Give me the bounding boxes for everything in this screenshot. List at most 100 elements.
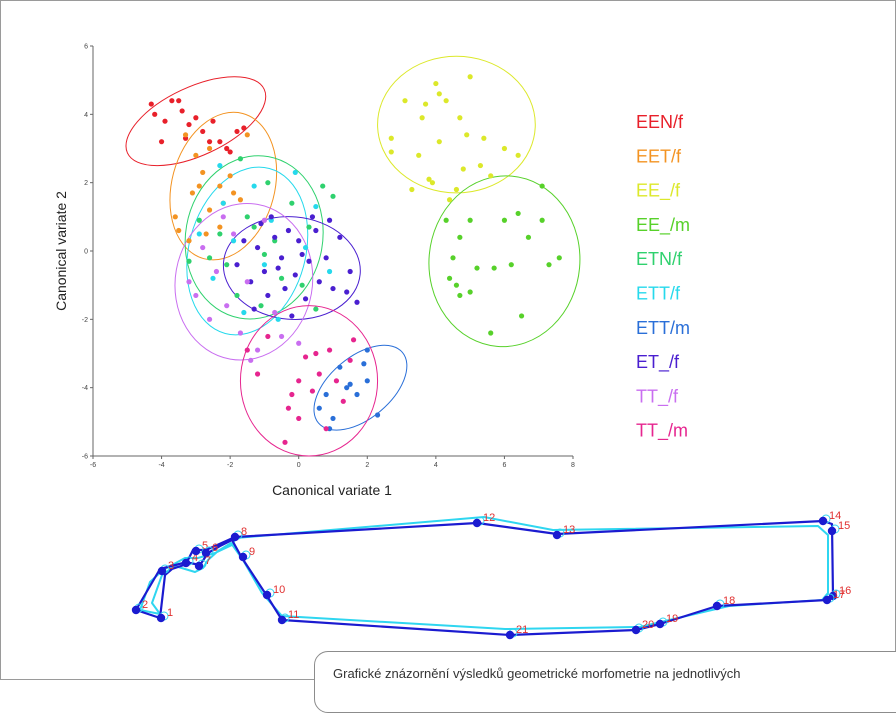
scatter-point xyxy=(272,309,278,316)
scatter-point xyxy=(333,378,340,384)
y-tick-label: 2 xyxy=(84,180,88,187)
ellipse-ttf xyxy=(174,202,314,361)
scatter-point xyxy=(296,378,302,384)
landmark-label: 11 xyxy=(288,609,299,621)
scatter-point xyxy=(409,186,415,193)
scatter-point xyxy=(251,183,257,189)
outline-target-shape xyxy=(135,519,835,637)
scatter-point xyxy=(234,292,240,299)
landmark-point xyxy=(712,601,722,611)
scatter-point xyxy=(350,337,357,343)
scatter-point xyxy=(289,200,295,206)
landmark-point xyxy=(191,546,201,556)
ellipse-etf xyxy=(222,216,361,320)
landmark-point xyxy=(827,526,837,536)
scatter-point xyxy=(203,231,209,237)
landmark-label: 3 xyxy=(168,560,174,572)
scatter-point xyxy=(422,101,429,107)
scatter-point xyxy=(206,139,213,145)
scatter-point xyxy=(196,231,202,237)
scatter-point xyxy=(464,132,470,138)
scatter-point xyxy=(244,347,250,353)
scatter-point xyxy=(433,80,439,87)
y-tick-label: -2 xyxy=(82,317,88,324)
scatter-point xyxy=(275,316,281,322)
scatter-point xyxy=(457,115,463,121)
scatter-point xyxy=(347,381,353,387)
legend: EEN/f EET/f EE_/f EE_/m ETN/f ETT/f ETT/m ET_/f… xyxy=(636,112,690,442)
scatter-point xyxy=(501,145,508,152)
x-axis-title: Canonical variate 1 xyxy=(272,482,392,498)
scatter-point xyxy=(344,385,350,391)
scatter-point xyxy=(265,292,271,299)
outline-mean-shape xyxy=(139,516,829,630)
scatter-point xyxy=(285,227,292,234)
x-tick-label: -6 xyxy=(90,462,96,469)
scatter-point xyxy=(224,262,230,268)
scatter-point xyxy=(265,180,271,186)
scatter-point xyxy=(289,391,295,398)
scatter-point xyxy=(326,268,333,275)
scatter-point xyxy=(326,347,333,353)
scatter-point xyxy=(302,354,309,360)
landmark-label: 6 xyxy=(212,542,218,554)
scatter-point xyxy=(169,98,175,104)
legend-entry: ETT/m xyxy=(636,318,690,338)
scatter-point xyxy=(217,162,223,169)
legend-entry: EE_/m xyxy=(636,215,690,236)
scatter-point xyxy=(313,350,319,357)
ellipse-eef xyxy=(377,55,536,194)
data-points xyxy=(148,74,562,445)
scatter-point xyxy=(388,149,394,155)
legend-entry: ETN/f xyxy=(636,249,683,269)
landmark-label: 4 xyxy=(192,552,198,564)
scatter-point xyxy=(193,152,199,158)
scatter-point xyxy=(508,262,514,268)
scatter-point xyxy=(227,173,233,179)
scatter-point xyxy=(340,398,346,404)
scatter-point xyxy=(467,289,473,295)
scatter-point xyxy=(443,217,449,223)
scatter-point xyxy=(453,186,460,193)
scatter-point xyxy=(282,285,288,292)
scatter-point xyxy=(296,415,302,422)
scatter-point xyxy=(186,279,192,285)
y-tick-label: -6 xyxy=(82,454,88,461)
ellipse-ettf xyxy=(186,166,309,336)
scatter-point xyxy=(186,121,192,128)
landmark-label: 16 xyxy=(839,585,851,597)
scatter-point xyxy=(292,169,298,176)
landmark-point xyxy=(552,530,562,540)
scatter-point xyxy=(416,152,422,158)
scatter-point xyxy=(313,306,319,312)
scatter-point xyxy=(296,340,302,346)
scatter-point xyxy=(244,214,250,220)
scatter-point xyxy=(306,224,312,230)
scatter-point xyxy=(186,258,192,264)
scatter-point xyxy=(210,118,216,124)
scatter-point xyxy=(515,152,521,158)
scatter-point xyxy=(488,330,494,336)
y-tick-labels: -6 -4 -2 0 2 4 6 xyxy=(82,44,93,461)
scatter-point xyxy=(282,439,288,445)
scatter-point xyxy=(176,227,182,234)
scatter-point xyxy=(272,234,278,240)
scatter-point xyxy=(481,135,487,141)
scatter-point xyxy=(261,251,268,258)
scatter-point xyxy=(474,265,480,271)
scatter-point xyxy=(292,272,298,278)
landmark-point xyxy=(822,595,832,605)
scatter-point xyxy=(244,132,250,138)
scatter-point xyxy=(224,145,230,152)
scatter-point xyxy=(241,238,247,244)
scatter-point xyxy=(234,128,240,135)
landmark-label: 10 xyxy=(273,584,285,596)
landmark-label: 21 xyxy=(516,624,528,636)
scatter-point xyxy=(388,135,394,141)
legend-entry: EEN/f xyxy=(636,112,684,132)
scatter-point xyxy=(402,98,408,104)
landmark-point xyxy=(181,558,191,568)
landmark-point xyxy=(631,625,641,635)
scatter-point xyxy=(172,214,178,220)
scatter-point xyxy=(326,217,333,223)
